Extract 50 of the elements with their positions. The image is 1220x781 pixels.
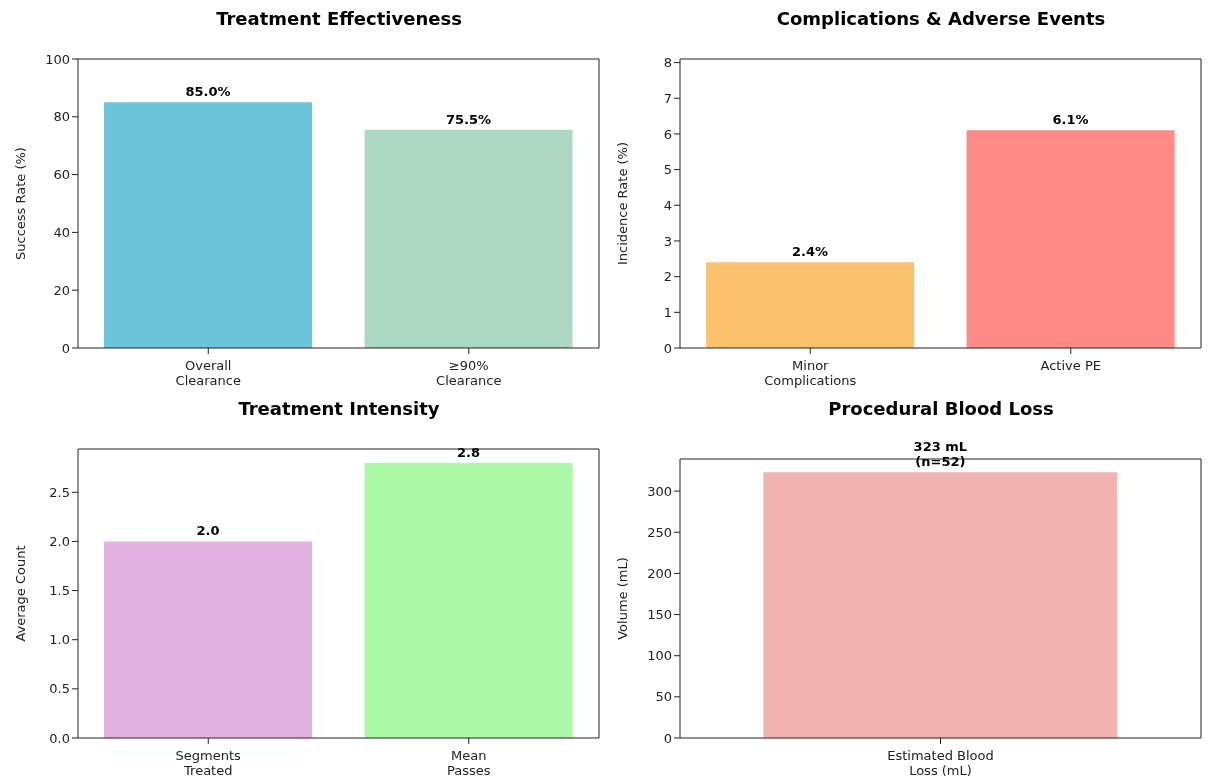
y-tick-label: 100 bbox=[647, 648, 672, 664]
y-tick-label: 0.0 bbox=[49, 730, 70, 746]
x-tick-label: ≥90% Clearance bbox=[436, 358, 502, 388]
y-tick-label: 60 bbox=[53, 167, 70, 183]
y-tick-label: 2 bbox=[663, 269, 672, 285]
y-tick-label: 7 bbox=[663, 90, 672, 106]
data-label: 2.0 bbox=[196, 523, 220, 539]
chart-title: Treatment Intensity bbox=[237, 398, 441, 421]
y-tick-label: 300 bbox=[647, 483, 672, 499]
x-tick-label: Segments Treated bbox=[175, 748, 242, 778]
data-label: 75.5% bbox=[446, 111, 492, 127]
y-tick-label: 150 bbox=[647, 607, 672, 623]
x-tick-label: Mean Passes bbox=[446, 748, 491, 778]
data-label: 2.8 bbox=[457, 444, 481, 460]
y-tick-label: 2.0 bbox=[49, 534, 70, 550]
y-tick-label: 1.0 bbox=[49, 632, 70, 648]
y-tick-label: 0.5 bbox=[49, 681, 70, 697]
y-tick-label: 5 bbox=[663, 162, 672, 178]
data-label: 85.0% bbox=[185, 84, 231, 100]
x-tick-label: Overall Clearance bbox=[175, 358, 241, 388]
chart-title: Procedural Blood Loss bbox=[827, 398, 1055, 421]
y-tick-label: 3 bbox=[663, 233, 672, 249]
data-label: 6.1% bbox=[1052, 112, 1089, 128]
y-tick-label: 0 bbox=[61, 340, 70, 356]
x-tick-label: Active PE bbox=[1040, 358, 1101, 373]
y-tick-label: 40 bbox=[53, 225, 70, 241]
y-tick-label: 50 bbox=[655, 689, 672, 705]
y-tick-label: 6 bbox=[663, 126, 672, 142]
y-tick-label: 0 bbox=[663, 730, 672, 746]
y-tick-label: 200 bbox=[647, 566, 672, 582]
data-label: 2.4% bbox=[792, 244, 829, 260]
y-tick-label: 20 bbox=[53, 282, 70, 298]
y-axis-title: Incidence Rate (%) bbox=[614, 141, 630, 266]
x-tick-label: Estimated Blood Loss (mL) bbox=[887, 748, 994, 778]
y-tick-label: 8 bbox=[663, 55, 672, 71]
y-tick-label: 0 bbox=[663, 340, 672, 356]
y-tick-label: 80 bbox=[53, 109, 70, 125]
chart-title: Treatment Effectiveness bbox=[215, 8, 463, 31]
y-tick-label: 2.5 bbox=[49, 484, 70, 500]
y-tick-label: 100 bbox=[45, 51, 70, 67]
y-tick-label: 1.5 bbox=[49, 583, 70, 599]
x-tick-label: Minor Complications bbox=[764, 358, 857, 388]
y-axis-title: Success Rate (%) bbox=[12, 147, 28, 260]
y-tick-label: 250 bbox=[647, 524, 672, 540]
chart-title: Complications & Adverse Events bbox=[775, 8, 1107, 31]
y-tick-label: 1 bbox=[663, 304, 672, 320]
y-tick-label: 4 bbox=[663, 197, 672, 213]
y-axis-title: Average Count bbox=[12, 545, 28, 642]
y-axis-title: Volume (mL) bbox=[614, 557, 630, 640]
data-label: 323 mL (n=52) bbox=[913, 439, 968, 470]
